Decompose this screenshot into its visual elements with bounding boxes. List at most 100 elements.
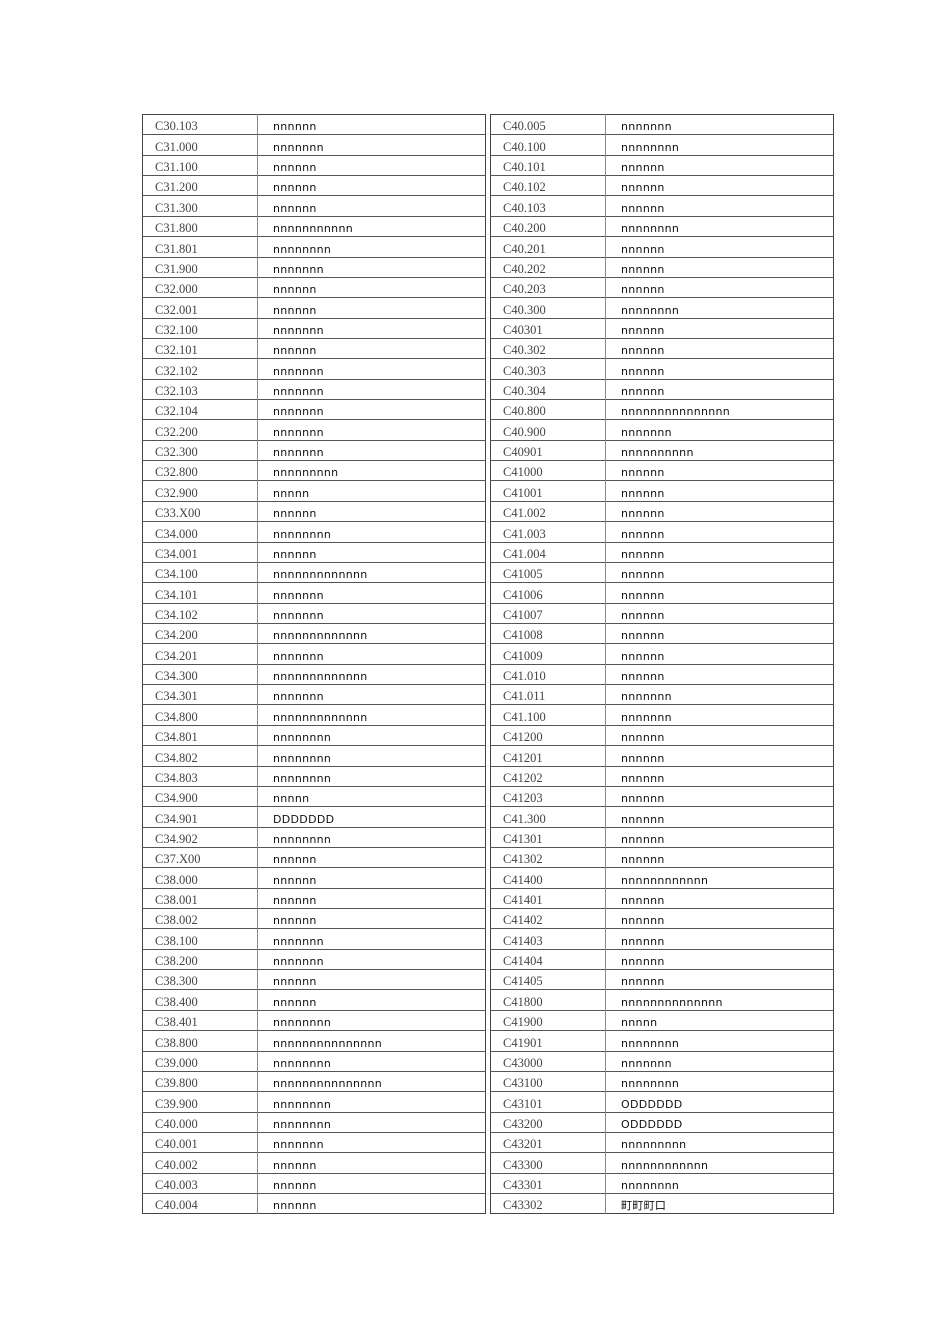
code-cell: C41202	[490, 765, 606, 787]
table-row: C41301 nnnnnn	[490, 826, 834, 848]
table-row: C41901 nnnnnnnn	[490, 1030, 834, 1052]
table-row: C38.001 nnnnnn	[142, 887, 486, 909]
code-cell: C40.100	[490, 134, 606, 156]
table-row: C41404 nnnnnn	[490, 948, 834, 970]
description-cell: nnnnnnnn	[257, 724, 486, 746]
code-cell: C34.901	[142, 806, 258, 828]
description-cell: nnnnnnnnnnnnnnn	[257, 1030, 486, 1052]
table-row: C43201 nnnnnnnnn	[490, 1131, 834, 1153]
table-row: C40.300 nnnnnnnn	[490, 297, 834, 319]
table-row: C31.200 nnnnnn	[142, 175, 486, 196]
description-cell: nnnnnn	[257, 846, 486, 868]
description-cell: nnnnnnn	[621, 120, 672, 134]
description-cell: nnnnnn	[605, 908, 834, 929]
table-row: C40.302 nnnnnn	[490, 337, 834, 359]
code-cell: C41200	[490, 724, 606, 746]
code-cell: C41400	[490, 867, 606, 889]
description-cell: nnnnnn	[605, 561, 834, 583]
description-cell: nnnnn	[605, 1009, 834, 1031]
description-cell: nnnnnnnnnn	[605, 439, 834, 461]
table-row: C34.100 nnnnnnnnnnnnn	[142, 561, 486, 583]
table-row: C41900 nnnnn	[490, 1009, 834, 1031]
table-row: C40.200 nnnnnnnn	[490, 215, 834, 237]
description-cell: nnnnnn	[605, 337, 834, 359]
table-row: C34.101 nnnnnnn	[142, 582, 486, 604]
table-row: C38.100 nnnnnnn	[142, 928, 486, 950]
code-cell: C38.400	[142, 989, 258, 1011]
table-row: C34.900 nnnnn	[142, 785, 486, 807]
description-cell: nnnnnn	[605, 195, 834, 217]
code-cell: C38.200	[142, 948, 258, 970]
description-cell: nnnnnnn	[257, 358, 486, 380]
table-row: C34.801 nnnnnnnn	[142, 724, 486, 746]
description-cell: ODDDDDD	[605, 1111, 834, 1133]
description-cell: nnnnnnnn	[605, 134, 834, 156]
code-cell: C40.900	[490, 419, 606, 441]
code-cell: C41900	[490, 1009, 606, 1031]
table-row: C32.200 nnnnnnn	[142, 419, 486, 441]
code-cell: C34.102	[142, 602, 258, 624]
table-row: C40.304 nnnnnn	[490, 378, 834, 400]
table-row: C41001 nnnnnn	[490, 480, 834, 502]
table-row: C34.201 nnnnnnn	[142, 643, 486, 665]
code-cell: C41.100	[490, 704, 606, 726]
description-cell: nnnnnnn	[605, 419, 834, 441]
description-cell: nnnnnn	[605, 154, 834, 176]
code-cell: C32.102	[142, 358, 258, 380]
table-row: C40.900 nnnnnnn	[490, 419, 834, 441]
description-cell: nnnnnn	[257, 276, 486, 298]
code-cell: C40.304	[490, 378, 606, 400]
code-cell: C39.000	[142, 1050, 258, 1072]
table-row: C40.003 nnnnnn	[142, 1172, 486, 1194]
table-row: C34.300 nnnnnnnnnnnnn	[142, 663, 486, 685]
code-cell: C31.900	[142, 256, 258, 278]
description-cell: nnnnnnnnnnnnnn	[605, 989, 834, 1011]
description-cell: nnnnnnn	[257, 134, 486, 156]
table-row: C34.902 nnnnnnnn	[142, 826, 486, 848]
table-row: C41.100 nnnnnnn	[490, 704, 834, 726]
description-cell: nnnnnnnn	[257, 1009, 486, 1031]
table-row: C43100 nnnnnnnn	[490, 1070, 834, 1092]
description-cell: nnnnnnnnnnnnn	[257, 663, 486, 685]
code-cell: C43302	[490, 1193, 606, 1214]
code-cell: C41405	[490, 969, 606, 990]
description-cell: nnnnnnnnnnnnnnn	[257, 1070, 486, 1092]
description-cell: nnnnnnnnnnnnn	[257, 561, 486, 583]
description-cell: nnnnnnnn	[257, 1111, 486, 1133]
description-cell: nnnnnn	[605, 948, 834, 970]
code-cell: C39.900	[142, 1091, 258, 1113]
code-cell: C43101	[490, 1091, 606, 1113]
description-cell: nnnnnnn	[257, 928, 486, 950]
description-cell: nnnnnnnn	[605, 1030, 834, 1052]
code-cell: C34.201	[142, 643, 258, 665]
code-cell: C40.203	[490, 276, 606, 298]
code-cell: C40.201	[490, 236, 606, 258]
description-cell: nnnnnnn	[257, 378, 486, 400]
code-cell: C38.100	[142, 928, 258, 950]
description-cell: nnnnnnnn	[257, 826, 486, 848]
description-cell: nnnnnn	[605, 582, 834, 604]
table-row: C34.001 nnnnnn	[142, 541, 486, 563]
code-cell: C31.000	[142, 134, 258, 156]
description-cell: 町町町口	[605, 1193, 834, 1214]
description-cell: nnnnnn	[273, 120, 317, 134]
table-row: C38.401 nnnnnnnn	[142, 1009, 486, 1031]
code-cell: C32.104	[142, 399, 258, 420]
code-cell: C40.000	[142, 1111, 258, 1133]
description-cell: nnnnnnnnnnnnn	[257, 704, 486, 726]
table-row: C34.800 nnnnnnnnnnnnn	[142, 704, 486, 726]
code-cell: C41800	[490, 989, 606, 1011]
table-row: C41009 nnnnnn	[490, 643, 834, 665]
description-cell: nnnnnnnn	[605, 297, 834, 319]
code-cell: C43000	[490, 1050, 606, 1072]
description-cell: nnnnnn	[257, 908, 486, 929]
code-cell: C37.X00	[142, 846, 258, 868]
table-row: C32.000 nnnnnn	[142, 276, 486, 298]
code-cell: C41302	[490, 846, 606, 868]
table-row: C38.400 nnnnnn	[142, 989, 486, 1011]
description-cell: nnnnnn	[257, 969, 486, 990]
code-cell: C32.103	[142, 378, 258, 400]
code-cell: C34.001	[142, 541, 258, 563]
table-row: C41007 nnnnnn	[490, 602, 834, 624]
description-cell: nnnnnn	[605, 602, 834, 624]
